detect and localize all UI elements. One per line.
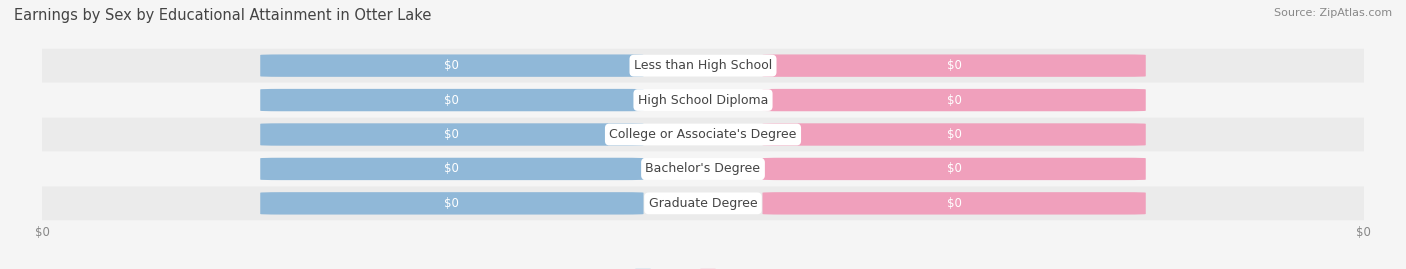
Text: Less than High School: Less than High School [634, 59, 772, 72]
FancyBboxPatch shape [30, 152, 1376, 186]
Text: Graduate Degree: Graduate Degree [648, 197, 758, 210]
FancyBboxPatch shape [30, 118, 1376, 151]
FancyBboxPatch shape [30, 83, 1376, 117]
FancyBboxPatch shape [30, 186, 1376, 220]
FancyBboxPatch shape [762, 54, 1146, 77]
FancyBboxPatch shape [260, 54, 644, 77]
FancyBboxPatch shape [762, 158, 1146, 180]
Text: $0: $0 [946, 94, 962, 107]
Text: $0: $0 [444, 162, 460, 175]
Text: $0: $0 [444, 94, 460, 107]
Text: Source: ZipAtlas.com: Source: ZipAtlas.com [1274, 8, 1392, 18]
Text: High School Diploma: High School Diploma [638, 94, 768, 107]
Text: $0: $0 [946, 197, 962, 210]
FancyBboxPatch shape [260, 89, 644, 111]
Text: $0: $0 [444, 128, 460, 141]
Text: College or Associate's Degree: College or Associate's Degree [609, 128, 797, 141]
Text: $0: $0 [946, 128, 962, 141]
Text: Earnings by Sex by Educational Attainment in Otter Lake: Earnings by Sex by Educational Attainmen… [14, 8, 432, 23]
FancyBboxPatch shape [762, 89, 1146, 111]
FancyBboxPatch shape [762, 123, 1146, 146]
FancyBboxPatch shape [30, 49, 1376, 83]
Text: $0: $0 [444, 197, 460, 210]
Text: $0: $0 [444, 59, 460, 72]
FancyBboxPatch shape [260, 123, 644, 146]
Text: $0: $0 [946, 162, 962, 175]
Text: $0: $0 [946, 59, 962, 72]
FancyBboxPatch shape [762, 192, 1146, 215]
Text: Bachelor's Degree: Bachelor's Degree [645, 162, 761, 175]
FancyBboxPatch shape [260, 192, 644, 215]
Legend: Male, Female: Male, Female [630, 264, 776, 269]
FancyBboxPatch shape [260, 158, 644, 180]
